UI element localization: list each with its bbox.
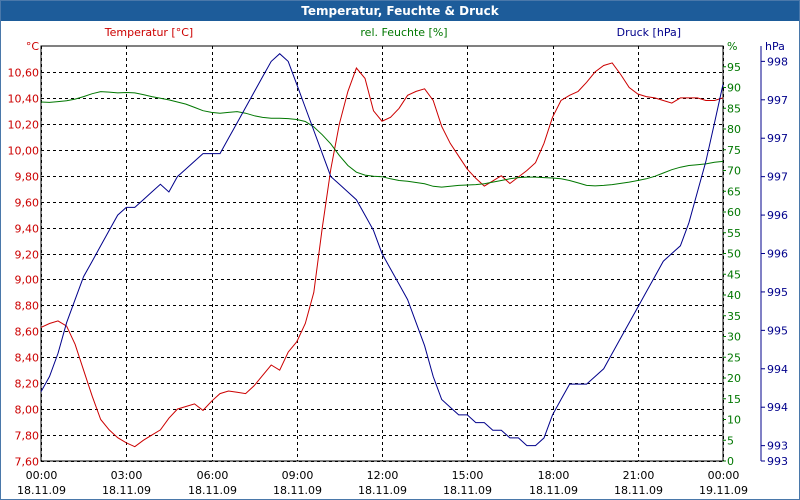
hum-tick-label: 75 [727,144,741,157]
hum-tick-label: 85 [727,102,741,115]
hum-tick-label: 50 [727,248,741,261]
hum-tick-label: 15 [727,393,741,406]
humidity-series-line [40,91,724,188]
x-tick-time: 15:00 [452,469,484,482]
hum-tick-label: 80 [727,123,741,136]
pressure-series-line [40,53,724,447]
temp-axis: 10,60 10,40 10,20 10,00 9,80 9,60 9,40 9,20 9,00… [8,40,40,469]
temp-tick-label: 10,00 [8,145,40,158]
hum-tick-label: 35 [727,310,741,323]
temp-tick-label: 8,60 [15,326,40,339]
temp-tick-label: 8,20 [15,378,40,391]
press-tick-label: 993 [767,440,788,453]
temp-tick-label: 9,60 [15,197,40,210]
temp-series-line [40,62,724,448]
hum-tick-label: 30 [727,331,741,344]
x-tick-date: 18.11.09 [188,484,237,497]
press-tick-label: 996 [767,209,788,222]
temp-tick-label: 8,00 [15,404,40,417]
press-tick-label: 997 [767,94,788,107]
temp-tick-label: 8,40 [15,352,40,365]
hum-unit-label: % [727,40,737,53]
press-tick-label: 995 [767,286,788,299]
press-tick-label: 994 [767,363,788,376]
press-tick-label: 993 [767,455,788,468]
x-tick-time: 00:00 [708,469,740,482]
hum-axis-title: rel. Feuchte [%] [360,26,447,39]
hum-tick-label: 0 [727,455,734,468]
hum-tick-label: 40 [727,289,741,302]
press-tick-label: 994 [767,401,788,414]
hum-tick-label: 90 [727,82,741,95]
temp-tick-label: 7,80 [15,430,40,443]
x-tick-date: 18.11.09 [529,484,578,497]
x-tick-date: 18.11.09 [102,484,151,497]
hum-tick-label: 60 [727,206,741,219]
hum-tick-label: 70 [727,165,741,178]
hum-tick-label: 95 [727,61,741,74]
x-tick-date: 18.11.09 [358,484,407,497]
press-axis-title: Druck [hPa] [617,26,681,39]
press-tick-label: 998 [767,55,788,68]
press-tick-label: 997 [767,132,788,145]
hum-tick-label: 65 [727,185,741,198]
press-tick-label: 996 [767,248,788,261]
x-tick-date: 18.11.09 [614,484,663,497]
x-tick-date: 18.11.09 [17,484,66,497]
temp-tick-label: 10,20 [8,119,40,132]
x-tick-time: 21:00 [623,469,655,482]
window-title: Temperatur, Feuchte & Druck [1,1,799,21]
x-tick-time: 18:00 [538,469,570,482]
axis-headers: Temperatur [°C] rel. Feuchte [%] Druck [hP… [104,26,681,39]
x-tick-date: 18.11.09 [443,484,492,497]
hum-tick-label: 25 [727,351,741,364]
x-tick-date: 18.11.09 [273,484,322,497]
press-tick-label: 995 [767,324,788,337]
temp-tick-label: 10,60 [8,67,40,80]
temp-tick-label: 8,80 [15,300,40,313]
x-tick-time: 12:00 [367,469,399,482]
x-axis: 00:00 18.11.09 03:00 18.11.09 06:00 18.11.09 0… [17,469,748,497]
hum-tick-label: 10 [727,414,741,427]
temp-tick-label: 9,40 [15,223,40,236]
temp-tick-label: 9,20 [15,249,40,262]
hum-tick-label: 20 [727,372,741,385]
x-tick-time: 09:00 [282,469,314,482]
hum-tick-label: 55 [727,227,741,240]
hum-tick-label: 45 [727,268,741,281]
temp-tick-label: 9,80 [15,171,40,184]
temp-axis-title: Temperatur [°C] [104,26,193,39]
temp-tick-label: 9,00 [15,274,40,287]
x-tick-time: 03:00 [111,469,143,482]
x-tick-time: 06:00 [197,469,229,482]
temp-tick-label: 10,40 [8,93,40,106]
press-unit-label: hPa [765,40,785,53]
x-tick-date: 19.11.09 [699,484,748,497]
press-tick-label: 997 [767,171,788,184]
hum-tick-label: 5 [727,434,734,447]
temp-unit-label: °C [26,40,40,53]
series-lines [40,53,724,448]
x-tick-time: 00:00 [26,469,58,482]
temp-tick-label: 7,60 [15,456,40,469]
pressure-axis: 998 997 997 997 996 996 995 995 994 994 993 993 hPa [760,40,788,468]
